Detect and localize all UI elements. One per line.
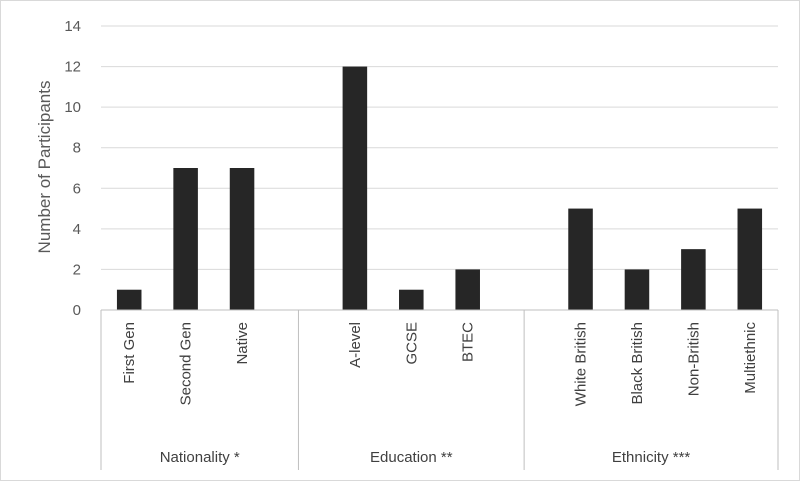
group-label: Ethnicity ***: [612, 449, 691, 466]
bar: [399, 289, 424, 310]
y-tick-label: 4: [73, 221, 81, 238]
group-label: Education **: [370, 449, 453, 466]
group-labels: Nationality * Education ** Ethnicity ***: [160, 449, 691, 466]
bar: [737, 208, 763, 310]
category-label: BTEC: [460, 322, 477, 362]
bar: [116, 289, 142, 310]
bar: [455, 269, 480, 310]
category-label: A-level: [347, 322, 364, 368]
y-axis-label: Number of Participants: [35, 81, 54, 254]
y-tick-label: 12: [64, 59, 81, 76]
category-label: First Gen: [121, 322, 138, 384]
bar: [568, 208, 593, 310]
category-label: Non-British: [685, 322, 702, 396]
category-label: GCSE: [403, 322, 420, 365]
bar: [624, 269, 650, 310]
group-label: Nationality *: [160, 449, 240, 466]
category-label: Native: [234, 322, 251, 365]
bar: [173, 168, 198, 310]
category-label: Black British: [629, 322, 646, 405]
bar: [229, 168, 255, 310]
bar: [342, 66, 368, 310]
y-tick-label: 10: [64, 99, 81, 116]
y-tick-label: 2: [73, 261, 81, 278]
category-label: White British: [573, 322, 590, 406]
y-axis-ticks: 0 2 4 6 8 10 12 14: [64, 18, 81, 319]
bar: [681, 249, 706, 310]
category-label: Multiethnic: [742, 322, 759, 394]
y-tick-label: 8: [73, 140, 81, 157]
y-tick-label: 14: [64, 18, 81, 35]
y-tick-label: 6: [73, 180, 81, 197]
gridlines: [101, 25, 778, 270]
category-labels: First Gen Second Gen Native A-level GCSE BTEC…: [121, 322, 759, 407]
category-label: Second Gen: [178, 322, 195, 405]
bars: [116, 66, 763, 310]
x-axis: [100, 309, 779, 470]
y-tick-label: 0: [73, 302, 81, 319]
